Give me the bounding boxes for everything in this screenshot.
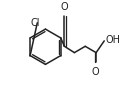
Text: OH: OH xyxy=(106,35,121,45)
Text: O: O xyxy=(92,67,99,77)
Text: O: O xyxy=(60,2,68,12)
Text: Cl: Cl xyxy=(31,18,40,28)
